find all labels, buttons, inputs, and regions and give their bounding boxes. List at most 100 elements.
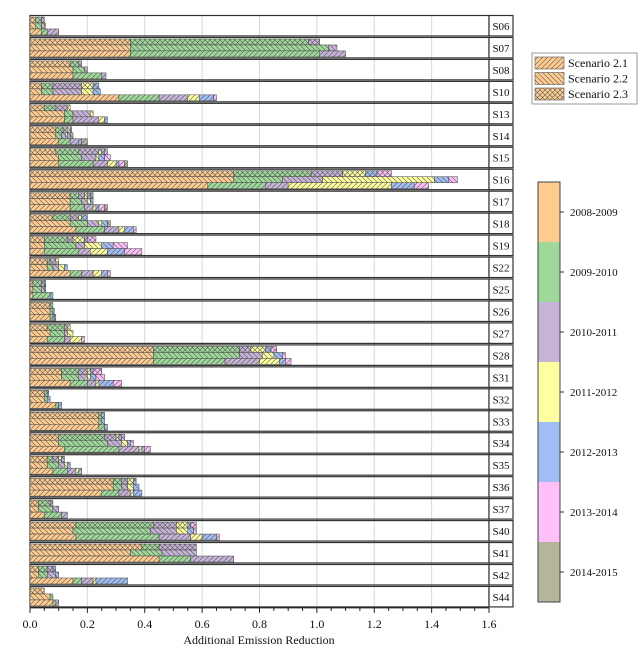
site-label: S19 — [492, 241, 510, 253]
bar-segment-S25-s21-2012-2013 — [49, 292, 54, 299]
bar-segment-S40-s21-2013-2014 — [216, 533, 220, 541]
bar-segment-S18-s23-2008-2009 — [29, 214, 54, 221]
bar-segment-S28-s23-2013-2014 — [270, 346, 277, 353]
bar-segment-S18-s22-2010-2011 — [87, 220, 100, 227]
site-label-box — [488, 300, 514, 323]
bar-segment-S27-s21-2013-2014 — [81, 336, 85, 343]
bar-segment-S28-s22-2010-2011 — [239, 352, 263, 359]
bar-segment-S32-s23-2009-2010 — [44, 390, 48, 397]
bar-segment-S10-s21-2010-2011 — [158, 94, 189, 102]
panel-S19: S19 — [29, 234, 514, 257]
bar-segment-S14-s22-2009-2010 — [55, 132, 62, 140]
bar-segment-S19-s22-2012-2013 — [101, 242, 114, 249]
bar-segment-S10-s23-2011-2012 — [81, 82, 94, 90]
bar-segment-S27-s23-2008-2009 — [29, 324, 48, 331]
bar-segment-S16-s22-2011-2012 — [322, 176, 435, 183]
site-label-box — [488, 190, 514, 213]
bar-segment-S28-s23-2009-2010 — [153, 346, 240, 353]
bar-segment-S16-s21-2013-2014 — [414, 182, 430, 189]
bar-segment-S36-s21-2009-2010 — [101, 489, 120, 497]
site-label: S15 — [492, 153, 510, 165]
site-label-box — [488, 454, 514, 476]
bar-segment-S08-s23-2008-2009 — [29, 60, 71, 68]
bar-segment-S07-s21-2009-2010 — [130, 50, 320, 58]
bar-segment-S31-s21-2008-2009 — [29, 380, 71, 387]
bar-segment-S15-s22-2011-2012 — [95, 154, 100, 161]
bar-segment-S40-s21-2008-2009 — [29, 533, 77, 541]
bar-segment-S34-s23-2010-2011 — [104, 433, 117, 441]
bar-segment-S41-s22-2010-2011 — [161, 549, 197, 557]
bar-segment-S42-s21-2009-2010 — [72, 577, 82, 585]
bar-segment-S40-s21-2012-2013 — [201, 533, 217, 541]
bar-segment-S36-s21-2011-2012 — [130, 489, 134, 497]
bar-segment-S32-s22-2012-2013 — [46, 396, 51, 403]
bar-segment-S44-s23-2008-2009 — [29, 587, 45, 595]
bar-segment-S34-s23-2011-2012 — [115, 433, 120, 441]
bar-segment-S40-s23-2010-2011 — [153, 521, 177, 529]
bar-segment-S42-s21-2010-2011 — [81, 577, 94, 585]
bar-segment-S17-s21-2008-2009 — [29, 204, 71, 211]
colorbar-label: 2012-2013 — [570, 447, 618, 459]
bar-segment-S27-s21-2010-2011 — [64, 336, 71, 343]
site-label-box — [488, 344, 514, 366]
bar-segment-S13-s23-2008-2009 — [29, 104, 45, 112]
bar-segment-S22-s21-2012-2013 — [101, 270, 108, 277]
bar-segment-S13-s21-2011-2012 — [98, 116, 105, 124]
bar-segment-S25-s21-2008-2009 — [29, 292, 34, 299]
bar-segment-S27-s21-2009-2010 — [46, 336, 65, 343]
bar-segment-S36-s23-2009-2010 — [112, 477, 123, 485]
site-label-box — [488, 278, 514, 301]
bar-segment-S36-s22-2008-2009 — [29, 483, 114, 491]
site-label: S37 — [492, 504, 510, 516]
bar-segment-S16-s21-2012-2013 — [391, 182, 415, 189]
site-label: S13 — [492, 109, 510, 121]
site-label-box — [488, 14, 514, 37]
bar-segment-S14-s23-2010-2011 — [62, 126, 68, 134]
bar-segment-S17-s22-2012-2013 — [89, 198, 94, 205]
bar-segment-S16-s23-2012-2013 — [365, 170, 378, 177]
bar-segment-S06-s22-2009-2010 — [35, 22, 42, 30]
bar-segment-S41-s21-2009-2010 — [158, 555, 191, 563]
bar-segment-S10-s21-2011-2012 — [187, 94, 200, 102]
bar-segment-S15-s23-2010-2011 — [78, 148, 100, 155]
bar-segment-S35-s21-2009-2010 — [52, 467, 68, 475]
bar-segment-S10-s23-2008-2009 — [29, 82, 42, 90]
bar-segment-S34-s22-2012-2013 — [127, 439, 131, 447]
bar-segment-S28-s21-2009-2010 — [153, 358, 226, 365]
bar-segment-S15-s22-2013-2014 — [104, 154, 111, 161]
bar-segment-S22-s21-2010-2011 — [81, 270, 94, 277]
site-label: S35 — [492, 460, 510, 472]
bar-segment-S25-s23-2008-2009 — [29, 280, 34, 287]
bar-segment-S17-s23-2009-2010 — [69, 192, 80, 199]
bar-segment-S28-s21-2010-2011 — [224, 358, 260, 365]
bar-segment-S16-s22-2010-2011 — [282, 176, 323, 183]
bar-segment-S28-s23-2011-2012 — [250, 346, 266, 353]
panel-S33: S33 — [29, 410, 514, 432]
bar-segment-S40-s21-2010-2011 — [158, 533, 191, 541]
scenario-legend-label: Scenario 2.2 — [568, 72, 628, 86]
site-label-box — [488, 410, 514, 432]
panel-S13: S13 — [29, 102, 514, 125]
bar-segment-S22-s22-2008-2009 — [29, 264, 48, 271]
bar-segment-S33-s22-2009-2010 — [98, 418, 102, 425]
bar-segment-S07-s22-2008-2009 — [29, 44, 131, 52]
bar-segment-S13-s22-2010-2011 — [72, 110, 91, 118]
site-label-box — [488, 256, 514, 279]
x-tick-label: 0.6 — [195, 617, 210, 631]
site-label: S14 — [492, 131, 510, 143]
bar-segment-S07-s21-2010-2011 — [319, 50, 346, 58]
bar-segment-S14-s22-2008-2009 — [29, 132, 57, 140]
site-label: S42 — [492, 570, 509, 582]
bar-segment-S14-s23-2009-2010 — [55, 126, 64, 134]
site-label-box — [488, 498, 514, 520]
bar-segment-S22-s21-2008-2009 — [29, 270, 71, 277]
bar-segment-S37-s21-2010-2011 — [61, 511, 68, 519]
bar-segment-S07-s22-2009-2010 — [130, 44, 329, 52]
bar-segment-S22-s22-2009-2010 — [46, 264, 54, 271]
bar-segment-S18-s21-2011-2012 — [118, 226, 125, 233]
bar-segment-S22-s23-2008-2009 — [29, 258, 48, 265]
panel-S34: S34 — [29, 432, 514, 454]
bar-segment-S19-s23-2012-2013 — [84, 236, 88, 243]
bar-segment-S06-s21-2009-2010 — [41, 28, 48, 36]
bar-segment-S25-s22-2008-2009 — [29, 286, 34, 293]
